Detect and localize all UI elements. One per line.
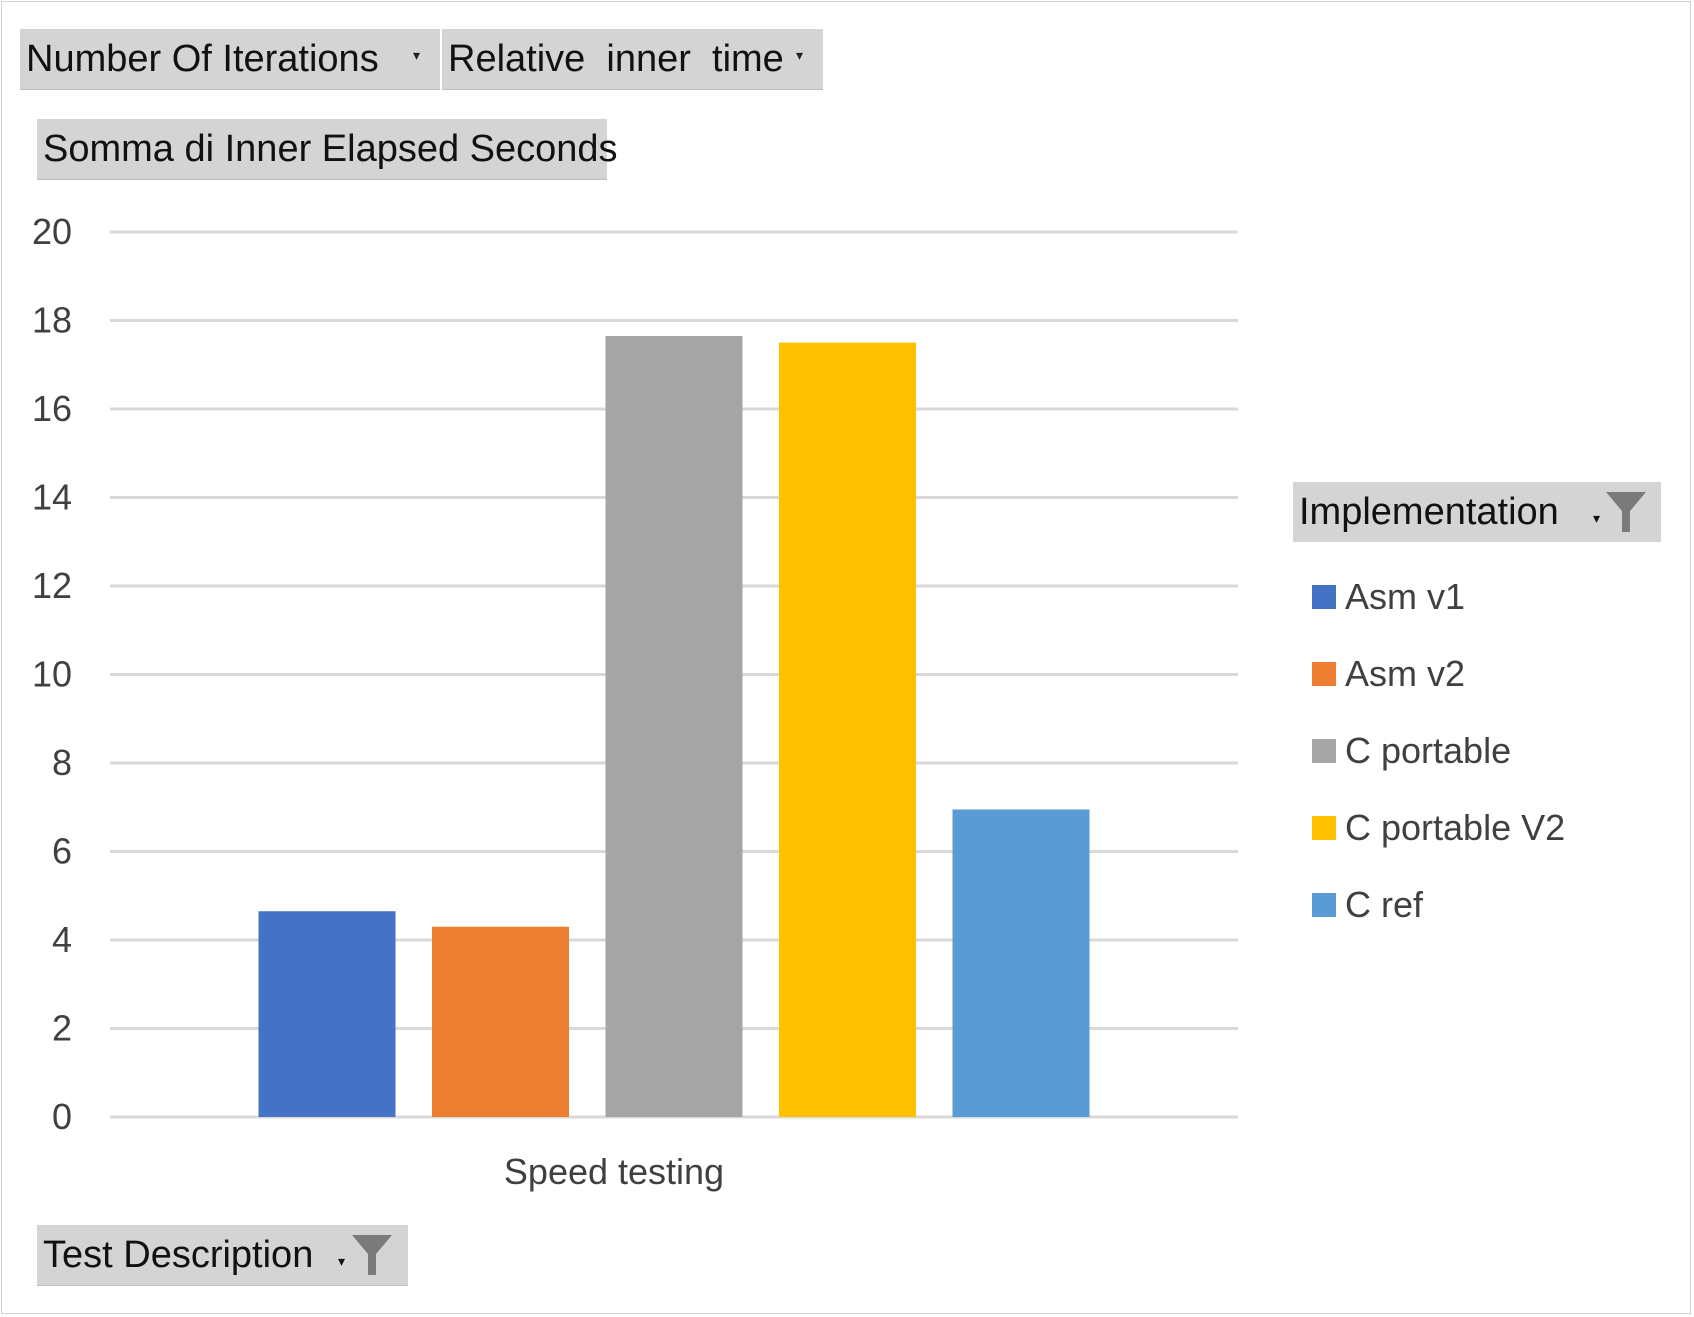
bar-asm-v2: [432, 926, 569, 1117]
legend-swatch: [1312, 584, 1336, 609]
y-tick-label: 20: [32, 211, 72, 252]
dropdown-arrow-icon: ▾: [795, 47, 803, 63]
legend-item[interactable]: Asm v2: [1312, 635, 1565, 712]
funnel-icon: [1606, 492, 1646, 532]
axis-field-label: Test Description: [43, 1233, 314, 1276]
bar-c-ref: [952, 809, 1090, 1117]
legend-label: C portable V2: [1345, 806, 1566, 848]
legend-label: Asm v1: [1345, 575, 1466, 617]
legend-label: C ref: [1345, 883, 1424, 925]
value-field-button[interactable]: Somma di Inner Elapsed Seconds: [37, 119, 618, 180]
y-tick-label: 6: [52, 831, 72, 872]
bar-asm-v1: [258, 911, 396, 1117]
funnel-icon: [352, 1235, 392, 1275]
legend: Asm v1 Asm v2 C portable C portable V2 C ref: [1312, 558, 1565, 943]
y-tick-label: 16: [32, 388, 72, 429]
legend-item[interactable]: C ref: [1312, 866, 1565, 943]
legend-swatch: [1312, 892, 1336, 917]
legend-item[interactable]: C portable: [1312, 712, 1565, 789]
y-tick-label: 2: [52, 1008, 72, 1049]
legend-item[interactable]: Asm v1: [1312, 558, 1565, 635]
legend-field-label: Implementation: [1299, 490, 1559, 533]
y-axis-tick-labels: 0 2 4 6 8 10 12 14 16 18 20: [32, 211, 72, 1137]
filter-button-label: Number Of Iterations: [26, 37, 379, 80]
relative-inner-time-filter-button[interactable]: Relative inner time ▾: [442, 29, 823, 90]
legend-item[interactable]: C portable V2: [1312, 789, 1565, 866]
y-tick-label: 0: [52, 1096, 72, 1137]
legend-label: Asm v2: [1345, 652, 1466, 694]
y-tick-label: 12: [32, 565, 72, 606]
x-axis-category-labels: Speed testing: [504, 1151, 724, 1192]
filter-button-label: Relative inner time: [448, 37, 784, 80]
legend-label: C portable: [1345, 729, 1512, 771]
y-tick-label: 4: [52, 919, 72, 960]
y-tick-label: 8: [52, 742, 72, 783]
y-tick-label: 10: [32, 654, 72, 695]
dropdown-arrow-icon: ▾: [412, 47, 420, 63]
value-field-label: Somma di Inner Elapsed Seconds: [43, 127, 618, 170]
test-description-filter-button[interactable]: Test Description ▾: [37, 1225, 408, 1286]
number-of-iterations-filter-button[interactable]: Number Of Iterations ▾: [20, 29, 440, 90]
bars: [258, 335, 1090, 1117]
legend-swatch: [1312, 661, 1336, 686]
y-tick-label: 18: [32, 300, 72, 341]
legend-swatch: [1312, 738, 1336, 763]
bar-c-portable-v2: [779, 342, 916, 1117]
dropdown-arrow-icon: ▾: [338, 1253, 346, 1269]
y-tick-label: 14: [32, 477, 72, 518]
x-category-label: Speed testing: [504, 1151, 724, 1192]
implementation-legend-filter-button[interactable]: Implementation ▾: [1293, 482, 1661, 542]
dropdown-arrow-icon: ▾: [1593, 510, 1601, 526]
legend-swatch: [1312, 815, 1336, 840]
bar-c-portable: [605, 335, 743, 1117]
